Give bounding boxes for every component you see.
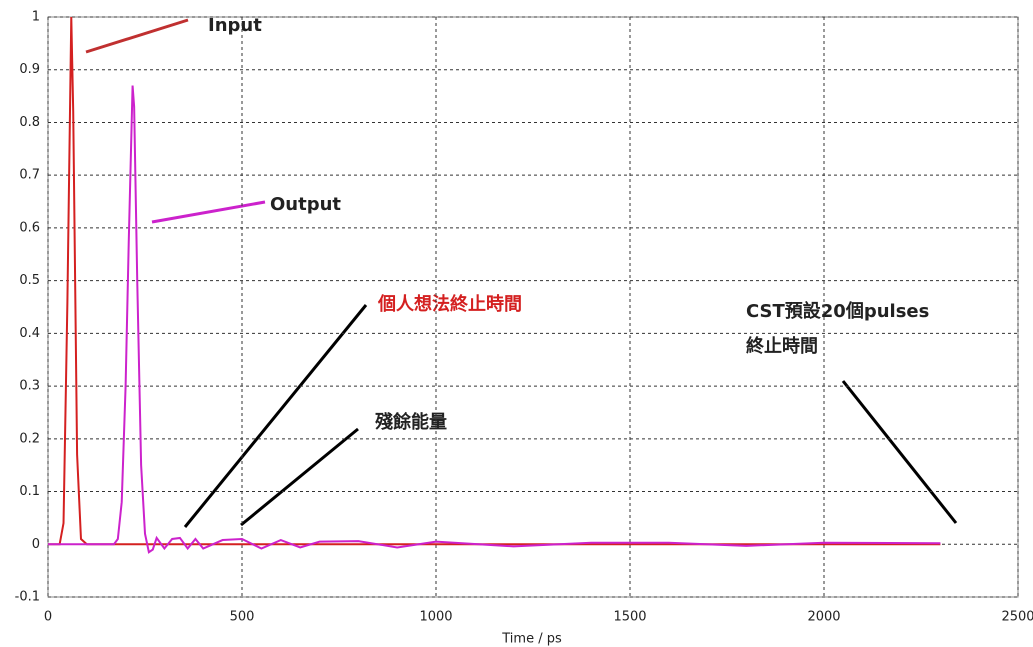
annotation: 殘餘能量	[375, 411, 447, 433]
y-tick-label: 1	[32, 10, 40, 25]
y-tick-label: 0.4	[19, 326, 40, 341]
x-tick-label: 2000	[807, 610, 840, 625]
arrow	[240, 427, 359, 527]
y-tick-label: 0.6	[19, 220, 40, 235]
y-tick-label: 0.5	[19, 273, 40, 288]
series-line	[48, 85, 941, 554]
y-tick-label: -0.1	[15, 590, 40, 605]
x-tick-label: 1500	[613, 610, 646, 625]
y-tick-label: 0	[32, 537, 40, 552]
annotation: 個人想法終止時間	[377, 293, 522, 315]
y-tick-label: 0.8	[19, 115, 40, 130]
series-line	[48, 16, 941, 546]
y-tick-label: 0.7	[19, 168, 40, 183]
y-tick-label: 0.1	[19, 484, 40, 499]
series-label: Output	[270, 194, 341, 215]
x-tick-label: 2500	[1001, 610, 1033, 625]
x-tick-label: 1000	[419, 610, 452, 625]
x-axis-label: Time / ps	[501, 632, 562, 647]
series-label: Input	[208, 15, 262, 36]
x-tick-label: 500	[230, 610, 255, 625]
arrow	[183, 304, 368, 528]
arrow	[151, 200, 266, 224]
arrow	[841, 380, 958, 524]
annotation: 終止時間	[746, 335, 818, 357]
y-tick-label: 0.3	[19, 379, 40, 394]
y-tick-label: 0.2	[19, 431, 40, 446]
annotation: CST預設20個pulses	[746, 300, 929, 322]
x-tick-label: 0	[44, 610, 52, 625]
y-tick-label: 0.9	[19, 62, 40, 77]
arrow	[85, 18, 189, 54]
